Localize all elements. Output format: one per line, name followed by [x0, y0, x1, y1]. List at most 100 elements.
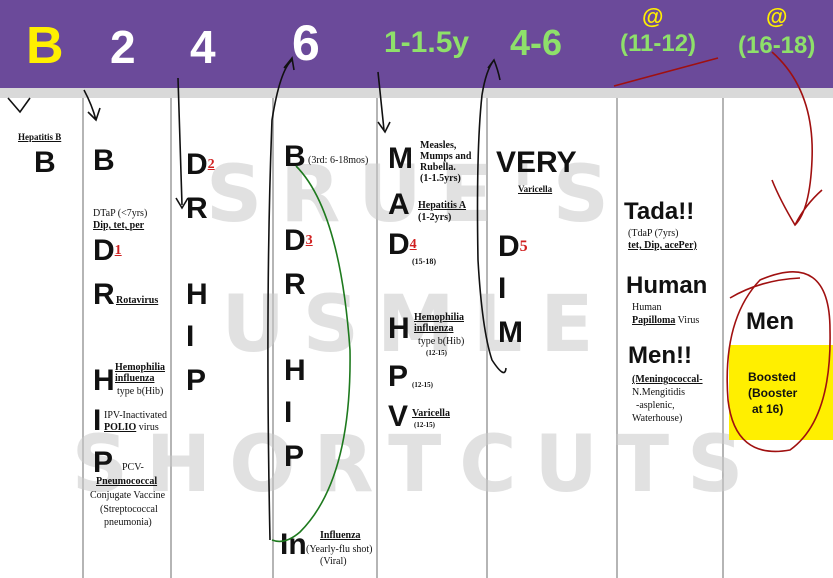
column-divider — [272, 98, 274, 578]
varicella-label-2: Varicella — [518, 184, 553, 194]
col4-d: D — [284, 224, 306, 257]
hepatitis-a-age: (1-2yrs) — [418, 212, 452, 223]
tada-label: Tada!! — [624, 198, 695, 225]
conjugate-vaccine-note: Conjugate Vaccine — [90, 490, 166, 501]
men-label-2: Men — [746, 308, 794, 335]
col5-letter-a: A — [388, 188, 410, 221]
meningococcal-label: (Meningococcal- — [632, 374, 703, 385]
at-sign-16: @ — [766, 4, 788, 29]
n-meningitidis-note: N.Mengitidis — [632, 387, 686, 398]
rubella-label: Rubella. — [420, 162, 456, 173]
third-dose-note: (3rd: 6-18mos) — [308, 155, 369, 166]
col3-d: D — [186, 148, 208, 181]
col4-letter-r: R — [284, 268, 306, 301]
col4-letter-d: D3 — [284, 226, 313, 256]
column-divider — [616, 98, 618, 578]
col3-letter-h: H — [186, 278, 208, 311]
virus-label: virus — [138, 422, 159, 433]
tdap-components: tet, Dip, acePer) — [628, 240, 697, 251]
age-4-months: 4 — [190, 21, 216, 73]
hepatitis-b-label: Hepatitis B — [18, 132, 62, 142]
col6-d: D — [498, 230, 520, 263]
asplenic-note: -asplenic, — [636, 400, 675, 411]
col2-letter-d: D1 — [93, 236, 122, 266]
at-sign-11: @ — [642, 4, 664, 29]
polio-line: POLIO virus — [104, 422, 159, 433]
hemophilia-label-2: Hemophilia — [414, 312, 465, 323]
virus-label-2: Virus — [677, 315, 700, 326]
hib-age-2: (12-15) — [426, 349, 447, 357]
yearly-flu-note: (Yearly-flu shot) — [306, 544, 373, 555]
age-2-months: 2 — [110, 21, 136, 73]
col1-letter-b: B — [34, 146, 56, 179]
col3-letter-r: R — [186, 192, 208, 225]
col6-letter-d: D5 — [498, 232, 528, 262]
col4-letter-in: In — [280, 528, 307, 561]
col6-letter-m: M — [498, 316, 523, 349]
col5-letter-d: D4 — [388, 230, 417, 260]
men-label: Men!! — [628, 342, 692, 369]
streptococcal-note: (Streptococcal — [100, 504, 158, 515]
dtap-note: DTaP (<7yrs) — [93, 208, 148, 219]
age-4-6-years: 4-6 — [510, 22, 563, 63]
dose-2: 2 — [207, 157, 215, 172]
col2-letter-i: I — [93, 404, 102, 437]
papilloma-label: Papilloma — [632, 315, 676, 326]
dose-5: 5 — [519, 238, 528, 255]
column-divider — [722, 98, 724, 578]
dip-tet-per: Dip, tet, per — [93, 220, 145, 231]
col2-letter-p: P — [93, 446, 114, 479]
col4-letter-b: B — [284, 140, 306, 173]
dose-4-age: (15-18) — [412, 257, 436, 266]
ipv-note: IPV-Inactivated — [104, 410, 167, 421]
red-tick — [729, 277, 801, 299]
age-11-12: (11-12) — [620, 30, 697, 57]
tdap-note: (TdaP (7yrs) — [628, 228, 679, 239]
varicella-age: (12-15) — [414, 421, 435, 429]
age-6-months: 6 — [292, 15, 320, 71]
dose-4: 4 — [409, 237, 417, 252]
hpv-line: Papilloma Virus — [632, 315, 699, 326]
age-birth: B — [26, 17, 64, 75]
col5-letter-m: M — [388, 142, 413, 175]
p-age-note: (12-15) — [412, 381, 433, 389]
pneumonia-note: pneumonia) — [104, 517, 152, 528]
pcv-note: PCV- — [122, 462, 144, 473]
col6-very: VERY — [496, 146, 577, 179]
arrow-col1 — [7, 97, 31, 114]
polio-label: POLIO — [104, 422, 137, 433]
column-divider — [376, 98, 378, 578]
age-1-1-5-years: 1-1.5y — [384, 26, 470, 59]
col5-letter-p: P — [388, 360, 409, 393]
age-16-18: (16-18) — [738, 32, 816, 59]
mmr-age-note: (1-1.5yrs) — [420, 173, 461, 184]
column-divider — [486, 98, 488, 578]
col2-letter-h: H — [93, 364, 115, 397]
col6-letter-i: I — [498, 272, 507, 305]
column-divider — [82, 98, 84, 578]
measles-label: Measles, — [420, 140, 457, 151]
dose-1: 1 — [114, 243, 122, 258]
column-divider — [170, 98, 172, 578]
col3-letter-i: I — [186, 320, 195, 353]
col3-letter-d: D2 — [186, 150, 215, 180]
booster-age-label: at 16) — [752, 402, 784, 416]
hemophilia-label: Hemophilia — [115, 362, 166, 373]
hib-note-2: type b(Hib) — [418, 336, 465, 347]
col2-d: D — [93, 234, 115, 267]
dose-3: 3 — [305, 233, 313, 248]
hib-note: type b(Hib) — [117, 386, 164, 397]
col4-letter-i: I — [284, 396, 293, 429]
col2-letter-r: R — [93, 278, 115, 311]
col5-letter-h: H — [388, 312, 410, 345]
waterhouse-note: Waterhouse) — [632, 413, 683, 424]
hpv-human: Human — [632, 302, 662, 313]
header-divider — [0, 88, 833, 98]
col4-letter-h: H — [284, 354, 306, 387]
influenza-label: influenza — [115, 373, 155, 384]
col2-letter-b: B — [93, 144, 115, 177]
booster-label: (Booster — [748, 386, 798, 400]
col5-d: D — [388, 228, 410, 261]
human-label: Human — [626, 272, 708, 299]
influenza-label-2: influenza — [414, 323, 454, 334]
